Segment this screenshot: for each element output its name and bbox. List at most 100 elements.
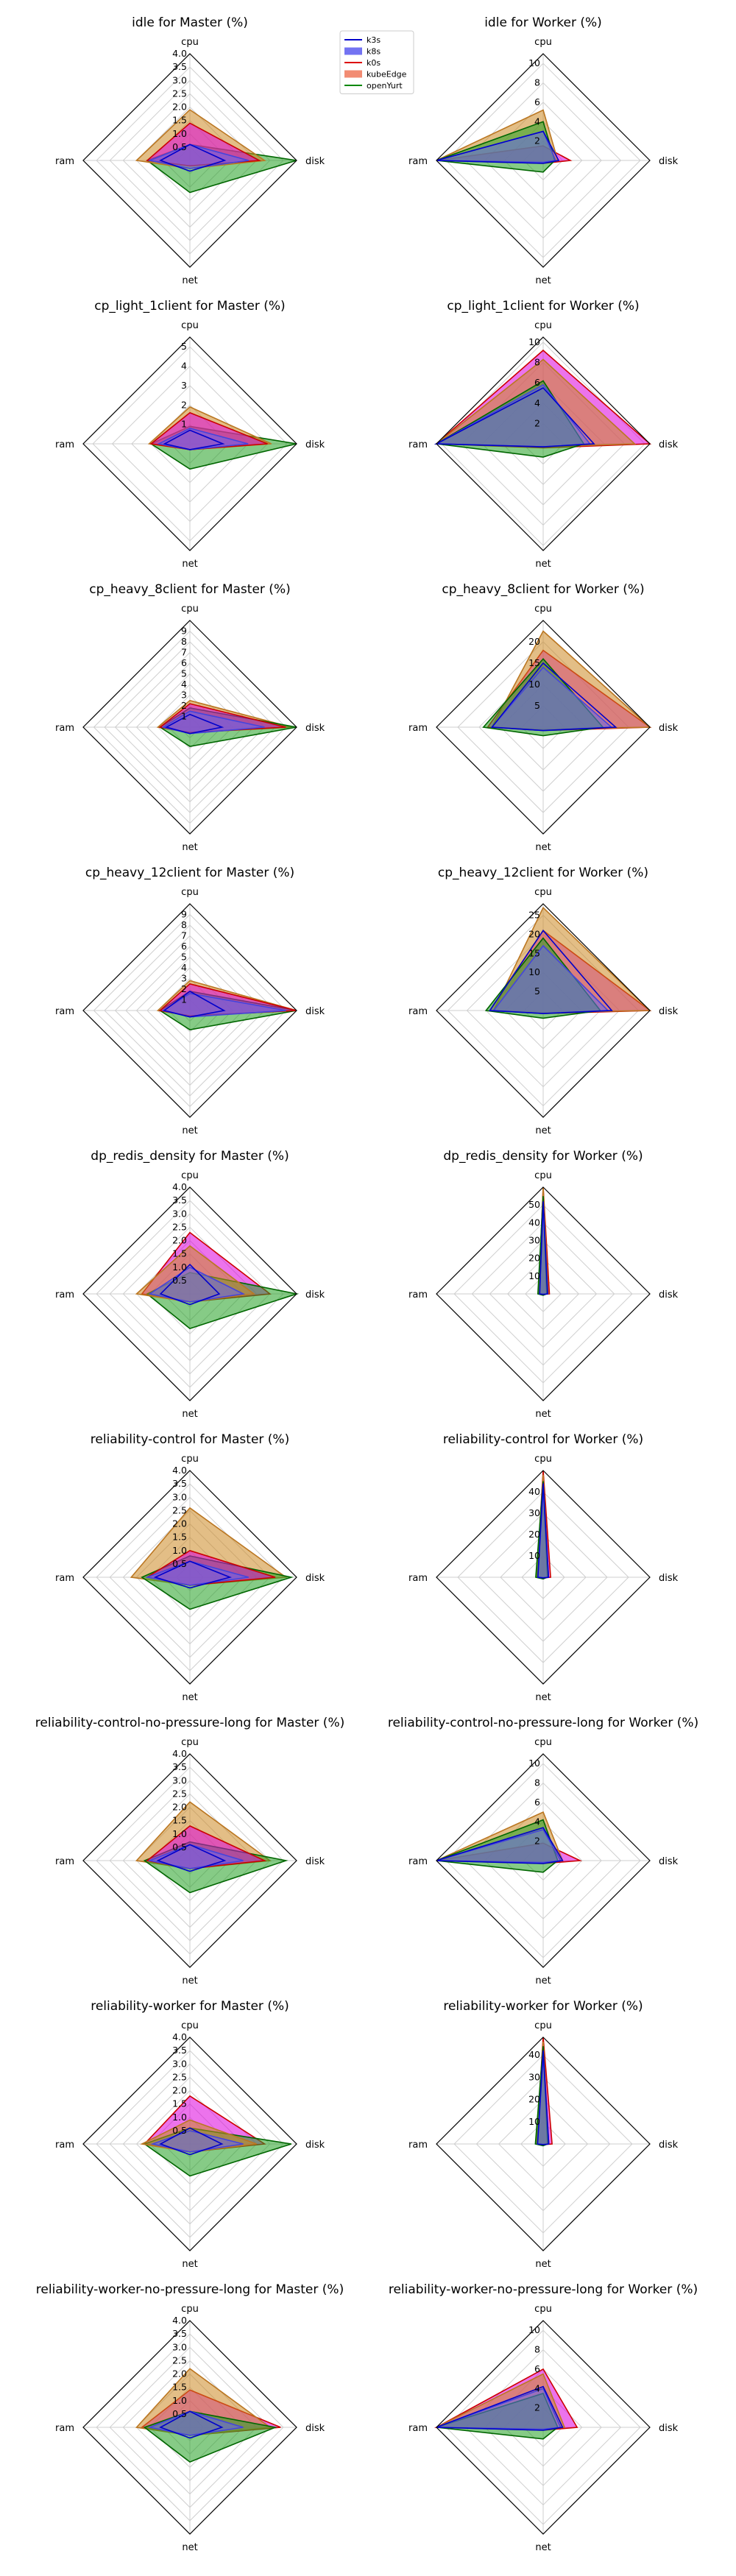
tick-label: 3.5: [172, 2045, 187, 2056]
tick-label: 40: [528, 1217, 540, 1228]
series-k3s: [434, 387, 595, 447]
tick-label: 15: [528, 657, 540, 668]
axis-label-disk: disk: [659, 1573, 679, 1584]
axis-label-net: net: [535, 2542, 551, 2553]
tick-label: 10: [528, 57, 540, 68]
axis-label-net: net: [535, 1125, 551, 1136]
tick-label: 2: [181, 399, 187, 410]
series-k3s: [164, 713, 224, 735]
axis-label-ram: ram: [55, 439, 74, 450]
axis-label-ram: ram: [408, 1289, 428, 1301]
tick-label: 2.0: [172, 1518, 187, 1529]
axis-label-ram: ram: [408, 439, 428, 450]
axis-label-disk: disk: [305, 723, 325, 734]
axis-label-disk: disk: [659, 723, 679, 734]
tick-label: 5: [534, 700, 540, 711]
legend-entry-openyurt: openYurt: [367, 81, 403, 91]
series-k3s: [537, 1483, 550, 1579]
tick-label: 1.5: [172, 1532, 187, 1543]
tick-label: 1.5: [172, 2098, 187, 2109]
axis-label-cpu: cpu: [534, 37, 552, 48]
radar-chart-5: cp_heavy_8client for Worker (%) 5 10 15 20 cp…: [408, 582, 679, 853]
tick-label: 6: [534, 1797, 540, 1808]
tick-label: 10: [528, 1758, 540, 1769]
axis-label-ram: ram: [408, 156, 428, 167]
chart-title: cp_heavy_12client for Worker (%): [438, 866, 648, 880]
tick-label: 3.5: [172, 1761, 187, 1772]
tick-label: 15: [528, 947, 540, 958]
radar-frame: [436, 620, 651, 835]
radar-frame: [82, 1186, 297, 1401]
tick-label: 5: [181, 952, 187, 963]
tick-label: 4: [534, 1816, 540, 1827]
chart-title: cp_light_1client for Worker (%): [447, 299, 639, 314]
chart-title: reliability-control-no-pressure-long for…: [388, 1716, 698, 1730]
series-k3s: [163, 429, 225, 450]
axis-label-disk: disk: [305, 1006, 325, 1017]
axis-label-cpu: cpu: [534, 320, 552, 331]
axis-label-ram: ram: [55, 2423, 74, 2434]
tick-label: 4.0: [172, 2315, 187, 2326]
tick-label: 2.5: [172, 88, 187, 99]
radar-chart-15: reliability-worker for Worker (%) 10 20 30 4…: [408, 1999, 679, 2270]
tick-label: 20: [528, 1253, 540, 1264]
tick-label: 8: [181, 636, 187, 647]
axis-label-ram: ram: [55, 2140, 74, 2151]
radar-frame: [82, 2320, 297, 2535]
axis-label-cpu: cpu: [181, 2020, 199, 2031]
tick-label: 8: [534, 1777, 540, 1788]
tick-label: 2: [534, 1836, 540, 1847]
series-k3s: [539, 1201, 548, 1295]
axis-label-disk: disk: [305, 156, 325, 167]
axis-label-net: net: [182, 1125, 197, 1136]
tick-label: 4.0: [172, 1181, 187, 1192]
tick-label: 1.0: [172, 1545, 187, 1556]
tick-label: 10: [528, 966, 540, 977]
radar-frame: [436, 1753, 651, 1968]
chart-title: reliability-worker-no-pressure-long for …: [36, 2282, 344, 2297]
chart-title: reliability-worker-no-pressure-long for …: [389, 2282, 698, 2297]
tick-label: 3.5: [172, 1195, 187, 1206]
tick-label: 0.5: [172, 1275, 187, 1286]
tick-label: 2.0: [172, 2368, 187, 2379]
radar-frame: [82, 336, 297, 551]
tick-label: 1: [181, 419, 187, 430]
axis-label-ram: ram: [408, 2140, 428, 2151]
tick-label: 4: [181, 962, 187, 973]
legend-entry-k3s: k3s: [367, 35, 381, 45]
radar-chart-4: cp_heavy_8client for Master (%) 123456789…: [55, 582, 325, 853]
axis-label-cpu: cpu: [534, 1170, 552, 1181]
tick-label: 4.0: [172, 2031, 187, 2042]
axis-label-disk: disk: [305, 2423, 325, 2434]
axis-label-cpu: cpu: [181, 1454, 199, 1465]
tick-label: 30: [528, 2071, 540, 2082]
axis-label-ram: ram: [55, 1006, 74, 1017]
tick-label: 2.0: [172, 102, 187, 113]
radar-chart-8: dp_redis_density for Master (%) 0.5 1.0 1.5…: [55, 1149, 325, 1420]
axis-label-cpu: cpu: [181, 320, 199, 331]
tick-label: 3.0: [172, 74, 187, 85]
tick-label: 20: [528, 928, 540, 939]
axis-label-net: net: [182, 842, 197, 853]
tick-label: 1.0: [172, 2112, 187, 2123]
axis-label-disk: disk: [659, 156, 679, 167]
radar-chart-7: cp_heavy_12client for Worker (%) 5 10 15 20 2…: [408, 866, 679, 1136]
tick-label: 6: [181, 657, 187, 668]
tick-label: 20: [528, 1529, 540, 1540]
axis-label-cpu: cpu: [534, 1454, 552, 1465]
tick-label: 1.0: [172, 2395, 187, 2406]
radar-frame: [436, 53, 651, 268]
chart-title: cp_heavy_8client for Master (%): [89, 582, 290, 597]
tick-label: 4.0: [172, 48, 187, 59]
axis-label-ram: ram: [408, 723, 428, 734]
radar-chart-1: idle for Worker (%) 2 4 6 8 10 cpu disk net ram: [408, 15, 679, 286]
tick-label: 20: [528, 636, 540, 647]
chart-title: cp_heavy_12client for Master (%): [85, 866, 294, 880]
axis-label-disk: disk: [659, 2140, 679, 2151]
series-k3s: [159, 2127, 224, 2156]
axis-label-cpu: cpu: [181, 37, 199, 48]
tick-label: 8: [534, 357, 540, 368]
tick-label: 7: [181, 930, 187, 941]
